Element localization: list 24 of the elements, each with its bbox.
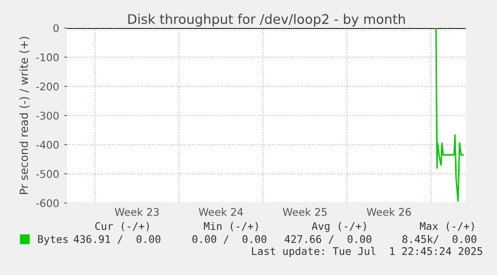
legend-label: Bytes [38,235,68,246]
text: Last update: Tue Jul 1 22:45:24 2025 [252,246,482,258]
x-tick-label: Week 23 [114,208,159,216]
x-tick-label: Week 25 [282,208,327,216]
x-tick-label: Week 26 [366,208,411,216]
y-tick-label: -300 [36,112,59,120]
y-tick-label: 0 [53,24,59,32]
text: 0.00 / 0.00 [192,235,266,244]
text: Max (-/+) [420,222,474,232]
text: Cur (-/+) [95,222,149,232]
chart-title: Disk throughput for /dev/loop2 - by month [128,14,405,27]
y-axis-title: Pr second read (-) / write (+) [19,36,30,194]
line-series [435,28,464,202]
y-tick-label: -400 [36,140,59,149]
y-tick-label: -600 [36,199,59,208]
x-tick-label: Week 24 [198,208,243,216]
text: 427.66 / 0.00 [284,235,372,244]
text: 436.91 / 0.00 [74,235,160,244]
y-tick-label: -200 [36,82,59,90]
text: Avg (-/+) [312,222,366,232]
y-tick-label: -500 [36,170,59,178]
y-tick-label: -100 [36,53,59,62]
text: Min (-/+) [204,222,258,232]
text: 8.45k/ 0.00 [402,234,476,244]
